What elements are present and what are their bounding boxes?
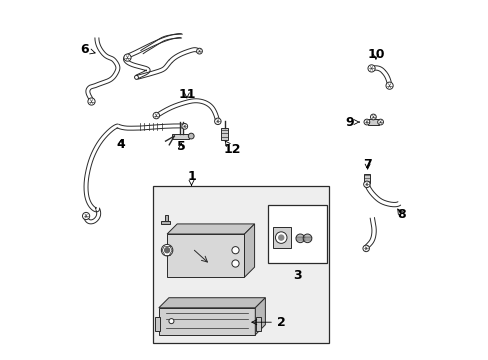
Text: 7: 7 (363, 158, 371, 171)
Circle shape (88, 98, 95, 105)
Circle shape (123, 54, 131, 61)
Text: 6: 6 (80, 43, 95, 56)
Circle shape (168, 319, 174, 324)
Text: 4: 4 (117, 138, 125, 151)
Text: 5: 5 (176, 140, 185, 153)
Circle shape (367, 65, 374, 72)
Circle shape (278, 235, 283, 240)
Circle shape (214, 118, 221, 125)
Polygon shape (255, 298, 265, 335)
Circle shape (153, 112, 159, 119)
Bar (159, 308, 255, 335)
Text: 9: 9 (344, 116, 359, 129)
Circle shape (377, 119, 383, 125)
Circle shape (370, 114, 375, 120)
Text: 11: 11 (178, 88, 195, 101)
Bar (167, 234, 244, 277)
Circle shape (196, 48, 202, 54)
Circle shape (362, 245, 368, 252)
Circle shape (188, 133, 194, 139)
Text: 10: 10 (366, 48, 384, 60)
Circle shape (161, 244, 172, 256)
Bar (171, 134, 189, 139)
Bar (363, 174, 370, 183)
Circle shape (363, 181, 369, 188)
Text: 12: 12 (223, 140, 240, 156)
Bar (152, 186, 328, 343)
Circle shape (363, 119, 369, 125)
Circle shape (164, 248, 169, 253)
Circle shape (231, 260, 239, 267)
Text: 2: 2 (251, 316, 285, 329)
Text: 3: 3 (293, 269, 301, 282)
Polygon shape (159, 298, 265, 308)
Text: 1: 1 (187, 170, 196, 185)
Circle shape (295, 234, 304, 243)
Circle shape (182, 123, 187, 129)
Bar (154, 317, 159, 331)
Bar (273, 227, 290, 248)
Bar (367, 119, 379, 125)
Polygon shape (167, 224, 254, 234)
Circle shape (82, 212, 89, 220)
Bar (256, 317, 261, 331)
Polygon shape (244, 224, 254, 277)
Circle shape (275, 232, 286, 243)
Circle shape (231, 247, 239, 254)
Bar (161, 221, 170, 224)
Bar (221, 128, 228, 140)
Circle shape (385, 82, 392, 89)
Circle shape (303, 234, 311, 243)
Bar (267, 205, 326, 263)
Text: 8: 8 (396, 208, 405, 221)
Bar (164, 215, 168, 221)
